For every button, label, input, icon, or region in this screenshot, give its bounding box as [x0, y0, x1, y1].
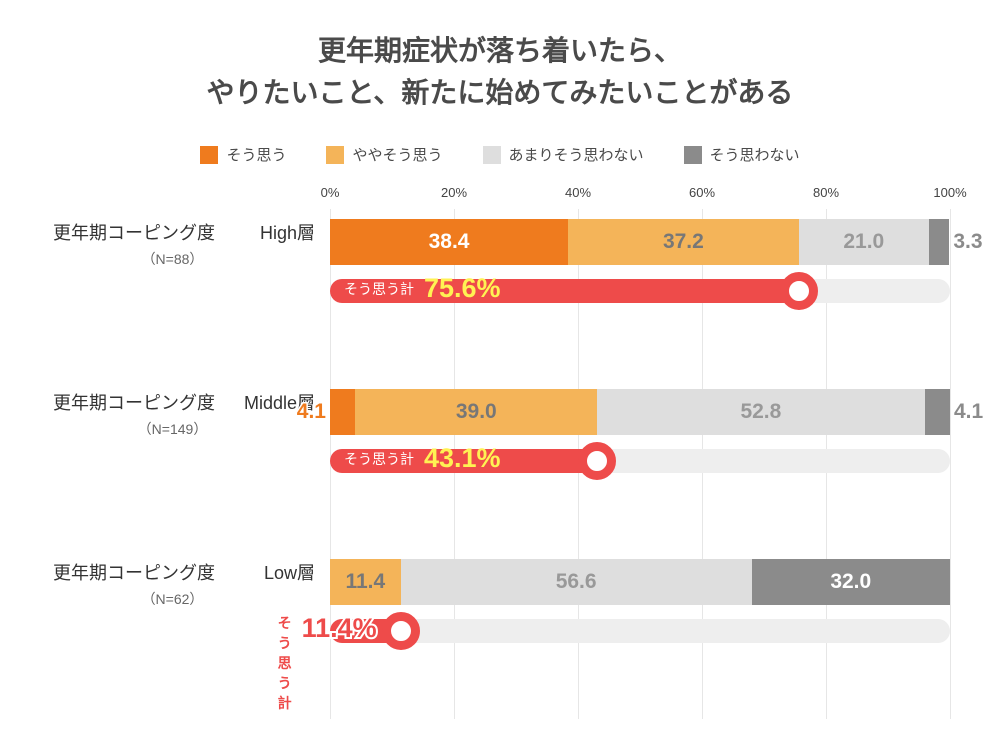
- total-bar: そう思う計 75.6%: [330, 275, 950, 307]
- chart-title: 更年期症状が落ち着いたら、 やりたいこと、新たに始めてみたいことがある: [30, 30, 970, 114]
- legend-label: そう思う: [226, 144, 286, 165]
- total-caption: そう思う計: [344, 449, 414, 469]
- total-percent: 75.6%: [424, 273, 501, 304]
- title-line1: 更年期症状が落ち着いたら、: [318, 35, 682, 66]
- total-knob-icon: [382, 612, 420, 650]
- row-n-label: （N=149）: [30, 420, 315, 440]
- row-label: 更年期コーピング度 Middle層（N=149）: [30, 391, 315, 440]
- x-axis: 0%20%40%60%80%100%: [330, 185, 950, 209]
- bar-segment: 52.8: [597, 389, 924, 435]
- axis-tick: 60%: [689, 185, 715, 200]
- segment-value: 37.2: [663, 230, 704, 254]
- row-label-layer: Low層: [220, 561, 315, 586]
- total-label: そう思う計 11.4%: [278, 613, 377, 713]
- stacked-bar: 11.4 56.6 32.0: [330, 559, 950, 605]
- row-label-prefix: 更年期コーピング度: [53, 223, 215, 243]
- gridline: [950, 379, 951, 549]
- chart-area: 0% 20% 40% 60% 80% 100% 更年期コーピング度 High層 （N=88）…: [30, 185, 970, 719]
- bar-segment: 4.1: [330, 389, 355, 435]
- total-bar: そう思う計 43.1%: [330, 445, 950, 477]
- axis-tick: 40%: [565, 185, 591, 200]
- row-label-prefix: 更年期コーピング度: [53, 393, 215, 413]
- bar-segment: 4.1: [925, 389, 950, 435]
- axis-tick: 0%: [321, 185, 340, 200]
- segment-value: 56.6: [556, 570, 597, 594]
- stacked-bar: 38.4 37.2 21.0 3.3: [330, 219, 950, 265]
- chart-row: 更年期コーピング度 High層 （N=88） 38.4 37.2 21.0 3.3 そう思う…: [30, 209, 970, 379]
- total-percent: 43.1%: [424, 443, 501, 474]
- total-caption: そう思う計: [278, 613, 292, 713]
- segment-value: 4.1: [297, 400, 326, 424]
- bar-segment: 11.4: [330, 559, 401, 605]
- row-label: 更年期コーピング度 Low層 （N=62）: [30, 561, 315, 610]
- chart-row: 更年期コーピング度 Low層 （N=62） 11.4 56.6 32.0 そう思う計 11.…: [30, 549, 970, 719]
- total-caption: そう思う計: [344, 279, 414, 299]
- segment-value: 39.0: [456, 400, 497, 424]
- total-percent: 11.4%: [302, 613, 377, 644]
- segment-value: 21.0: [843, 230, 884, 254]
- stacked-bar: 4.1 39.0 52.8 4.1: [330, 389, 950, 435]
- axis-tick: 80%: [813, 185, 839, 200]
- axis-tick: 20%: [441, 185, 467, 200]
- row-label-prefix: 更年期コーピング度: [53, 563, 215, 583]
- legend-swatch: [326, 146, 344, 164]
- legend-item: そう思わない: [684, 144, 800, 165]
- total-label: そう思う計 75.6%: [344, 273, 501, 304]
- legend-swatch: [200, 146, 218, 164]
- segment-value: 4.1: [954, 400, 983, 424]
- total-label: そう思う計 43.1%: [344, 443, 501, 474]
- title-line2: やりたいこと、新たに始めてみたいことがある: [207, 77, 794, 108]
- legend-item: そう思う: [200, 144, 286, 165]
- chart-row: 更年期コーピング度 Middle層（N=149）4.139.052.84.1そう…: [30, 379, 970, 549]
- bar-segment: 56.6: [401, 559, 752, 605]
- gridline: [950, 549, 951, 719]
- segment-value: 11.4: [345, 570, 385, 594]
- total-knob-icon: [578, 442, 616, 480]
- bar-segment: 37.2: [568, 219, 799, 265]
- legend-label: そう思わない: [710, 144, 800, 165]
- gridline: [950, 209, 951, 379]
- bar-segment: 21.0: [799, 219, 929, 265]
- legend-swatch: [483, 146, 501, 164]
- total-knob-icon: [780, 272, 818, 310]
- legend: そう思う ややそう思う あまりそう思わない そう思わない: [30, 144, 970, 165]
- row-label: 更年期コーピング度 High層 （N=88）: [30, 221, 315, 270]
- total-track: [330, 619, 950, 643]
- bar-segment: 38.4: [330, 219, 568, 265]
- row-n-label: （N=88）: [30, 250, 315, 270]
- bar-segment: 32.0: [752, 559, 950, 605]
- legend-label: あまりそう思わない: [509, 144, 644, 165]
- segment-value: 3.3: [953, 230, 982, 254]
- axis-tick: 100%: [933, 185, 966, 200]
- legend-swatch: [684, 146, 702, 164]
- segment-value: 52.8: [740, 400, 781, 424]
- bar-segment: 39.0: [355, 389, 597, 435]
- legend-item: ややそう思う: [326, 144, 442, 165]
- segment-value: 32.0: [830, 570, 871, 594]
- rows-container: 更年期コーピング度 High層 （N=88） 38.4 37.2 21.0 3.3 そう思う…: [30, 209, 970, 719]
- row-n-label: （N=62）: [30, 590, 315, 610]
- bar-segment: 3.3: [929, 219, 949, 265]
- legend-item: あまりそう思わない: [483, 144, 644, 165]
- total-bar: そう思う計11.4%: [330, 615, 950, 647]
- legend-label: ややそう思う: [352, 144, 442, 165]
- segment-value: 38.4: [429, 230, 470, 254]
- row-label-layer: High層: [220, 221, 315, 246]
